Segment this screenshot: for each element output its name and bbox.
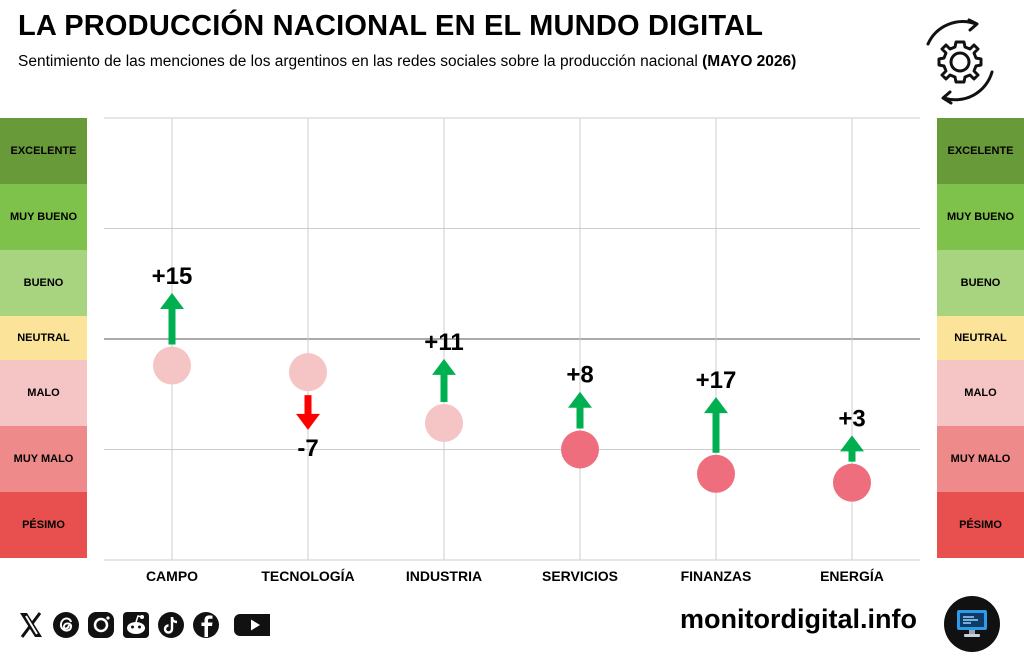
social-icons bbox=[16, 608, 270, 642]
scale-band-muy-bueno: MUY BUENO bbox=[937, 184, 1024, 250]
change-label: +15 bbox=[152, 263, 193, 290]
youtube-icon[interactable] bbox=[226, 610, 270, 640]
reddit-icon[interactable] bbox=[121, 610, 151, 640]
sentiment-point bbox=[697, 454, 735, 493]
scale-band-pesimo: PÉSIMO bbox=[937, 492, 1024, 558]
subtitle-period: (MAYO 2026) bbox=[702, 53, 797, 70]
arrow-up-head bbox=[160, 293, 184, 310]
category-label: INDUSTRIA bbox=[406, 568, 482, 584]
tiktok-icon[interactable] bbox=[156, 610, 186, 640]
x-icon[interactable] bbox=[16, 610, 46, 640]
scale-band-muy-malo: MUY MALO bbox=[0, 426, 87, 492]
page-subtitle: Sentimiento de las menciones de los arge… bbox=[18, 53, 796, 71]
sentiment-point bbox=[425, 403, 463, 442]
change-label: +3 bbox=[838, 405, 865, 432]
gear-cycle-icon bbox=[926, 18, 994, 105]
scale-left: EXCELENTE MUY BUENO BUENO NEUTRAL MALO M… bbox=[0, 118, 87, 558]
subtitle-text: Sentimiento de las menciones de los arge… bbox=[18, 53, 698, 70]
sentiment-point bbox=[289, 353, 327, 392]
arrow-up-head bbox=[840, 435, 864, 452]
arrow-up-head bbox=[568, 391, 592, 408]
arrow-up-head bbox=[432, 358, 456, 375]
facebook-icon[interactable] bbox=[191, 610, 221, 640]
scale-band-bueno: BUENO bbox=[937, 250, 1024, 316]
scale-band-neutral: NEUTRAL bbox=[937, 316, 1024, 360]
change-label: +17 bbox=[696, 367, 737, 394]
scale-band-muy-malo: MUY MALO bbox=[937, 426, 1024, 492]
site-name[interactable]: monitordigital.info bbox=[680, 604, 917, 634]
category-label: ENERGÍA bbox=[820, 568, 884, 584]
category-label: TECNOLOGÍA bbox=[261, 568, 354, 584]
arrow-down-head bbox=[296, 413, 320, 430]
sentiment-point bbox=[153, 346, 191, 385]
change-label: +8 bbox=[566, 362, 593, 389]
change-label: +11 bbox=[424, 329, 463, 356]
scale-band-bueno: BUENO bbox=[0, 250, 87, 316]
category-label: SERVICIOS bbox=[542, 568, 618, 584]
instagram-icon[interactable] bbox=[86, 610, 116, 640]
scale-right: EXCELENTE MUY BUENO BUENO NEUTRAL MALO M… bbox=[937, 118, 1024, 558]
category-label: CAMPO bbox=[146, 568, 198, 584]
threads-icon[interactable] bbox=[51, 610, 81, 640]
scale-band-muy-bueno: MUY BUENO bbox=[0, 184, 87, 250]
scale-band-pesimo: PÉSIMO bbox=[0, 492, 87, 558]
monitor-icon bbox=[944, 596, 1000, 652]
sentiment-point bbox=[833, 463, 871, 502]
scale-band-malo: MALO bbox=[0, 360, 87, 426]
change-label: -7 bbox=[297, 435, 318, 462]
scale-band-neutral: NEUTRAL bbox=[0, 316, 87, 360]
scale-band-excelente: EXCELENTE bbox=[937, 118, 1024, 184]
page-title: LA PRODUCCIÓN NACIONAL EN EL MUNDO DIGIT… bbox=[18, 10, 764, 42]
sentiment-chart: +15 CAMPO -7 TECNOLOGÍA +11 INDUSTRIA +8 SERVIC… bbox=[104, 117, 920, 584]
category-label: FINANZAS bbox=[681, 568, 752, 584]
scale-band-excelente: EXCELENTE bbox=[0, 118, 87, 184]
monitor-glyph bbox=[957, 610, 987, 637]
arrow-up-head bbox=[704, 397, 728, 414]
scale-band-malo: MALO bbox=[937, 360, 1024, 426]
sentiment-point bbox=[561, 430, 599, 469]
